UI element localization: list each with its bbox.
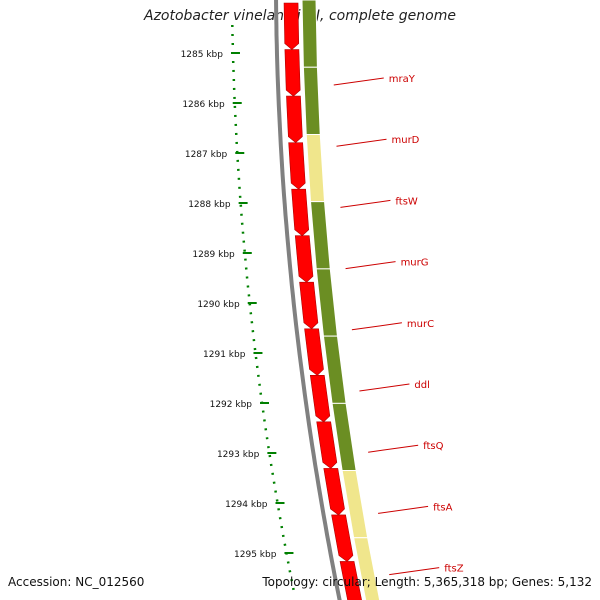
- gene-segment: [309, 201, 331, 270]
- gene-leader-line: [351, 322, 402, 331]
- gene-label: murC: [407, 319, 434, 330]
- gene-arrow: [294, 235, 314, 283]
- gene-label: ftsA: [433, 502, 452, 513]
- gene-leader-line: [368, 444, 419, 453]
- gene-segment: [353, 537, 381, 600]
- accession-text: Accession: NC_012560: [8, 575, 144, 589]
- label-layer: mraY murD ftsW murG murC ddl ftsQ ftsA ftsZ: [333, 74, 464, 576]
- tick-dotted-line: [231, 24, 296, 596]
- gene-arrow: [284, 49, 301, 97]
- tick-label: 1288 kbp: [188, 200, 231, 210]
- gene-leader-line: [345, 261, 396, 270]
- gene-arrow: [291, 188, 310, 237]
- gene-segment: [301, 0, 318, 68]
- gene-leader-line: [359, 383, 410, 392]
- topology-text: Topology: circular; Length: 5,365,318 bp…: [262, 575, 592, 589]
- gene-leader-line: [333, 77, 384, 86]
- tick-label: 1289 kbp: [192, 250, 235, 260]
- gene-leader-line: [389, 567, 440, 576]
- tick-label: 1290 kbp: [197, 300, 240, 310]
- gene-arrow: [331, 514, 354, 562]
- tick-label: 1294 kbp: [225, 500, 268, 510]
- gene-label: murD: [391, 135, 419, 146]
- tick-label: 1287 kbp: [185, 150, 228, 160]
- tick-label: 1286 kbp: [182, 100, 225, 110]
- gene-arrow: [288, 142, 306, 190]
- gene-arrow: [283, 2, 300, 50]
- gene-arrow: [323, 468, 345, 516]
- gene-leader-line: [340, 199, 391, 208]
- tick-label: 1291 kbp: [203, 350, 246, 360]
- gene-arrow: [316, 421, 338, 469]
- gene-label: ftsW: [395, 196, 417, 207]
- tick-label: 1292 kbp: [210, 400, 253, 410]
- gene-leader-line: [378, 505, 429, 514]
- gene-arrow: [304, 328, 324, 376]
- accession-label: Accession:: [8, 575, 72, 589]
- tick-label: 1285 kbp: [181, 50, 224, 60]
- gene-label: ftsQ: [423, 441, 443, 452]
- backbone-line: [274, 0, 342, 600]
- gene-arrow: [309, 375, 331, 423]
- gene-label: murG: [401, 258, 429, 269]
- gene-arrow: [339, 561, 362, 600]
- gene-segment: [305, 133, 326, 203]
- gene-leader-line: [336, 138, 387, 147]
- map-title: Azotobacter vinelandii DJ, complete geno…: [144, 8, 456, 24]
- gene-arrow: [286, 95, 303, 144]
- tick-label: 1295 kbp: [234, 550, 277, 560]
- accession-value: NC_012560: [75, 575, 145, 589]
- gene-label: ddl: [414, 380, 429, 391]
- tick-label: 1293 kbp: [217, 450, 260, 460]
- gene-segment: [302, 66, 321, 135]
- gene-arrow: [299, 281, 319, 330]
- ring-layer: [231, 0, 381, 600]
- gene-label: ftsZ: [444, 564, 463, 575]
- tick-layer: 1285 kbp 1286 kbp 1287 kbp 1288 kbp 1289 kbp…: [181, 50, 294, 560]
- gene-label: mraY: [389, 74, 416, 85]
- gene-segment: [315, 268, 338, 337]
